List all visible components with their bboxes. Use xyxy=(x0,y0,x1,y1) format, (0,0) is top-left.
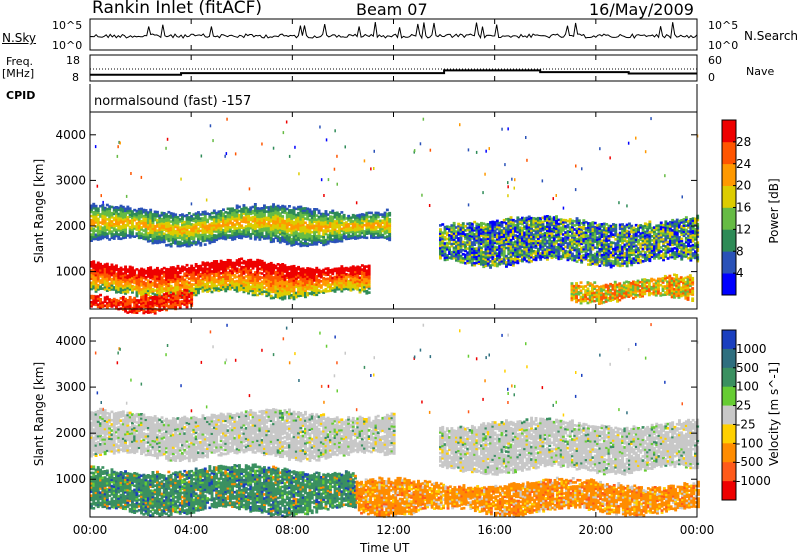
freq-panel xyxy=(90,69,697,75)
power-cell xyxy=(441,223,444,226)
power-cell xyxy=(598,264,601,267)
power-cell xyxy=(365,237,368,240)
power-cell xyxy=(388,212,391,215)
power-cell xyxy=(340,211,343,214)
power-cell xyxy=(272,203,275,206)
power-cell xyxy=(190,292,193,295)
power-cell xyxy=(439,228,442,231)
power-cell xyxy=(99,294,102,297)
power-cell xyxy=(288,205,291,208)
power-cell xyxy=(106,263,109,266)
power-cell xyxy=(97,218,100,221)
nsky-panel xyxy=(90,22,697,38)
power-cell xyxy=(243,204,246,207)
power-cell xyxy=(149,266,152,269)
power-cell xyxy=(156,211,159,214)
power-cell xyxy=(368,265,371,268)
power-cell xyxy=(95,205,98,208)
power-cell xyxy=(555,215,558,218)
power-cell xyxy=(594,222,597,225)
power-cell xyxy=(222,208,225,211)
power-cell xyxy=(331,210,334,213)
power-cell xyxy=(99,298,102,301)
power-cell xyxy=(199,242,202,245)
power-cell xyxy=(238,206,241,209)
freq-trace xyxy=(90,70,697,74)
power-cell xyxy=(106,296,109,299)
power-cell xyxy=(129,207,132,210)
power-cell xyxy=(156,267,159,270)
power-cell xyxy=(101,204,104,207)
power-cell xyxy=(284,205,287,208)
power-cell xyxy=(325,210,328,213)
power-cell xyxy=(129,296,132,299)
power-cell xyxy=(188,212,191,215)
power-cell xyxy=(97,207,100,210)
power-cell xyxy=(578,219,581,222)
power-cell xyxy=(510,216,513,219)
power-cell xyxy=(186,289,189,292)
power-cell xyxy=(131,266,134,269)
power-cell xyxy=(571,253,574,256)
power-cell xyxy=(240,258,243,261)
power-cell xyxy=(240,224,243,227)
power-cell xyxy=(388,218,391,221)
power-cell xyxy=(186,264,189,267)
power-cell xyxy=(215,260,218,263)
power-cell xyxy=(133,297,136,300)
power-cell xyxy=(453,222,456,225)
power-cell xyxy=(149,209,152,212)
power-cell xyxy=(92,260,95,263)
power-cell xyxy=(177,265,180,268)
power-cell xyxy=(254,203,257,206)
nsky-trace xyxy=(90,22,697,38)
power-cell xyxy=(145,294,148,297)
power-cell xyxy=(386,209,389,212)
power-cell xyxy=(204,243,207,246)
power-cell xyxy=(462,222,465,225)
power-cell xyxy=(190,265,193,268)
power-cell xyxy=(368,291,371,294)
power-panel xyxy=(90,117,699,315)
power-cell xyxy=(318,210,321,213)
power-cell xyxy=(281,215,284,218)
power-cell xyxy=(115,264,118,267)
power-cell xyxy=(174,213,177,216)
power-cell xyxy=(213,210,216,213)
power-cell xyxy=(229,259,232,262)
power-cell xyxy=(304,222,307,225)
power-cell xyxy=(343,214,346,217)
power-cell xyxy=(172,293,175,296)
power-cell xyxy=(124,266,127,269)
